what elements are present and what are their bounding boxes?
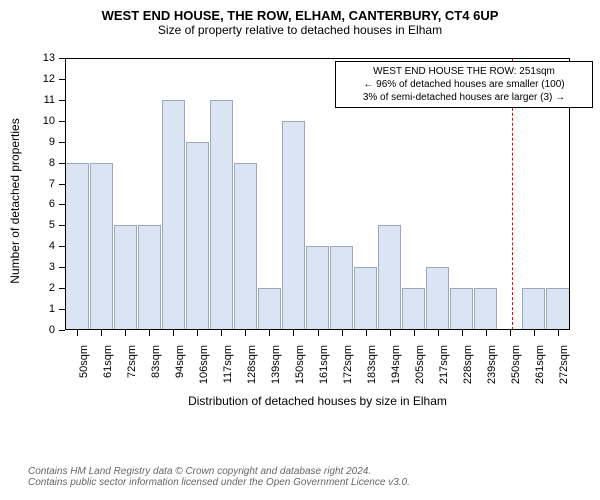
x-tick-mark bbox=[149, 330, 150, 336]
x-tick-label: 261sqm bbox=[532, 345, 546, 384]
x-tick-mark bbox=[221, 330, 222, 336]
x-tick-mark bbox=[269, 330, 270, 336]
y-axis-label: Number of detached properties bbox=[8, 65, 22, 337]
y-tick-mark bbox=[59, 58, 65, 59]
x-tick-mark bbox=[366, 330, 367, 336]
y-tick-mark bbox=[59, 267, 65, 268]
x-tick-mark bbox=[390, 330, 391, 336]
x-tick-mark bbox=[173, 330, 174, 336]
x-tick-mark bbox=[342, 330, 343, 336]
y-tick-mark bbox=[59, 121, 65, 122]
y-tick-mark bbox=[59, 288, 65, 289]
chart-title-main: WEST END HOUSE, THE ROW, ELHAM, CANTERBU… bbox=[0, 0, 600, 23]
y-tick-mark bbox=[59, 142, 65, 143]
y-tick-mark bbox=[59, 309, 65, 310]
x-tick-label: 128sqm bbox=[244, 345, 258, 384]
x-tick-label: 106sqm bbox=[196, 345, 210, 384]
annotation-line-2: ← 96% of detached houses are smaller (10… bbox=[342, 78, 586, 91]
y-tick-mark bbox=[59, 100, 65, 101]
x-tick-label: 217sqm bbox=[436, 345, 450, 384]
x-tick-label: 239sqm bbox=[484, 345, 498, 384]
x-tick-mark bbox=[101, 330, 102, 336]
y-tick-mark bbox=[59, 330, 65, 331]
footer-attribution: Contains HM Land Registry data © Crown c… bbox=[28, 466, 410, 488]
x-tick-label: 205sqm bbox=[412, 345, 426, 384]
x-tick-mark bbox=[293, 330, 294, 336]
x-tick-label: 72sqm bbox=[124, 345, 138, 378]
x-tick-mark bbox=[197, 330, 198, 336]
x-tick-mark bbox=[558, 330, 559, 336]
x-tick-label: 228sqm bbox=[460, 345, 474, 384]
x-tick-label: 83sqm bbox=[148, 345, 162, 378]
footer-line-1: Contains HM Land Registry data © Crown c… bbox=[28, 466, 410, 477]
x-tick-label: 117sqm bbox=[220, 345, 234, 383]
y-tick-mark bbox=[59, 163, 65, 164]
x-tick-mark bbox=[125, 330, 126, 336]
x-tick-label: 194sqm bbox=[388, 345, 402, 384]
x-tick-label: 139sqm bbox=[268, 345, 282, 384]
y-tick-mark bbox=[59, 204, 65, 205]
x-tick-mark bbox=[462, 330, 463, 336]
plot-area: WEST END HOUSE THE ROW: 251sqm ← 96% of … bbox=[65, 58, 570, 330]
y-tick-mark bbox=[59, 246, 65, 247]
x-tick-mark bbox=[534, 330, 535, 336]
x-axis-label: Distribution of detached houses by size … bbox=[65, 394, 570, 408]
x-tick-label: 50sqm bbox=[76, 345, 90, 378]
x-tick-label: 150sqm bbox=[292, 345, 306, 384]
x-tick-mark bbox=[77, 330, 78, 336]
x-tick-label: 61sqm bbox=[100, 345, 114, 378]
x-tick-label: 250sqm bbox=[508, 345, 522, 384]
x-tick-mark bbox=[486, 330, 487, 336]
x-tick-label: 161sqm bbox=[316, 345, 330, 384]
annotation-line-3: 3% of semi-detached houses are larger (3… bbox=[342, 91, 586, 104]
x-tick-mark bbox=[414, 330, 415, 336]
footer-line-2: Contains public sector information licen… bbox=[28, 477, 410, 488]
chart-container: { "chart": { "type": "histogram", "title… bbox=[0, 0, 600, 500]
annotation-line-1: WEST END HOUSE THE ROW: 251sqm bbox=[342, 65, 586, 78]
x-tick-label: 172sqm bbox=[340, 345, 354, 384]
y-tick-mark bbox=[59, 184, 65, 185]
y-tick-mark bbox=[59, 79, 65, 80]
x-tick-mark bbox=[245, 330, 246, 336]
x-tick-label: 272sqm bbox=[556, 345, 570, 384]
y-tick-mark bbox=[59, 225, 65, 226]
x-tick-mark bbox=[318, 330, 319, 336]
chart-title-sub: Size of property relative to detached ho… bbox=[0, 23, 600, 37]
annotation-box: WEST END HOUSE THE ROW: 251sqm ← 96% of … bbox=[335, 61, 593, 108]
x-tick-mark bbox=[510, 330, 511, 336]
x-tick-mark bbox=[438, 330, 439, 336]
x-tick-label: 94sqm bbox=[172, 345, 186, 378]
x-tick-label: 183sqm bbox=[364, 345, 378, 384]
